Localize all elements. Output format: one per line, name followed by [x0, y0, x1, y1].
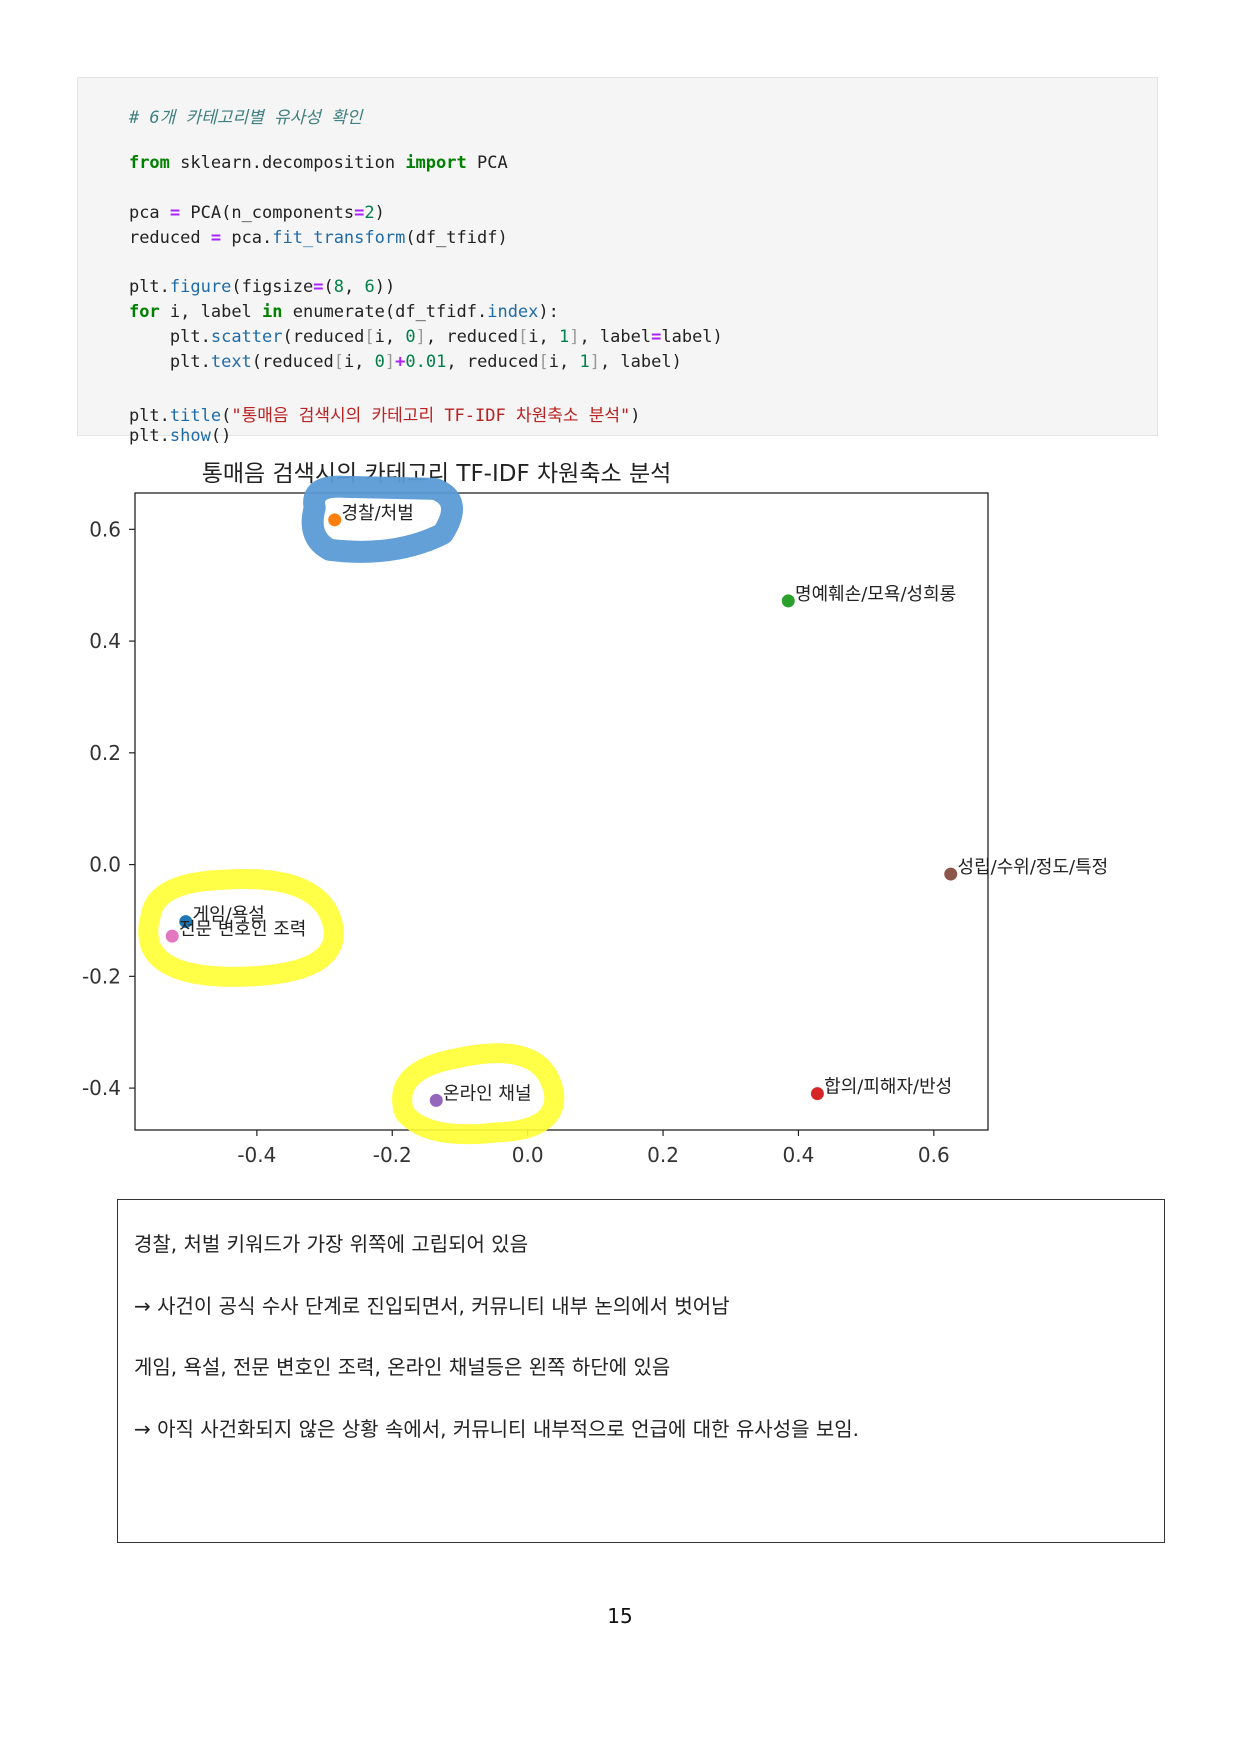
note-line-4: → 아직 사건화되지 않은 상황 속에서, 커뮤니티 내부적으로 언급에 대한 … [134, 1417, 860, 1441]
point-label: 전문 변호인 조력 [179, 919, 306, 940]
code-comment: # 6개 카테고리별 유사성 확인 [128, 108, 363, 128]
scatter-point [944, 867, 958, 881]
highlight-blue-circle [301, 475, 463, 563]
point-label: 경찰/처벌 [341, 503, 413, 524]
x-tick-label: -0.4 [237, 1143, 276, 1167]
pca-scatter-chart: 통매음 검색시의 카테고리 TF-IDF 차원축소 분석 -0.4 -0.2 0.0 0… [0, 450, 1240, 1180]
point-label: 합의/피해자/반성 [824, 1077, 952, 1098]
code-line-scatter: plt.scatter(reduced[i, 0], reduced[i, 1]… [128, 327, 723, 347]
x-tick-label: 0.4 [783, 1143, 815, 1167]
note-line-3: 게임, 욕설, 전문 변호인 조력, 온라인 채널등은 왼쪽 하단에 있음 [134, 1355, 671, 1379]
code-cell[interactable]: # 6개 카테고리별 유사성 확인 from sklearn.decomposi… [77, 77, 1158, 446]
scatter-point [429, 1093, 443, 1107]
code-line-reduced: reduced = pca.fit_transform(df_tfidf) [128, 228, 508, 248]
scatter-point [328, 513, 342, 527]
y-tick-label: 0.0 [89, 853, 121, 877]
y-tick-label: 0.4 [89, 629, 121, 653]
y-tick-label: -0.2 [82, 964, 121, 988]
analysis-note-box: 경찰, 처벌 키워드가 가장 위쪽에 고립되어 있음 → 사건이 공식 수사 단… [117, 1199, 1165, 1543]
x-tick-label: -0.2 [373, 1143, 412, 1167]
y-tick-label: 0.6 [89, 517, 121, 541]
point-label: 명예훼손/모욕/성희롱 [795, 584, 956, 605]
note-line-2: → 사건이 공식 수사 단계로 진입되면서, 커뮤니티 내부 논의에서 벗어남 [134, 1294, 730, 1318]
scatter-point [781, 594, 795, 608]
code-line-for: for i, label in enumerate(df_tfidf.index… [128, 302, 559, 322]
plot-frame [134, 492, 989, 1131]
code-line-title: plt.title("통매음 검색시의 카테고리 TF-IDF 차원축소 분석"… [128, 406, 641, 426]
code-line-text: plt.text(reduced[i, 0]+0.01, reduced[i, … [128, 352, 682, 372]
scatter-point [179, 915, 193, 929]
note-line-1: 경찰, 처벌 키워드가 가장 위쪽에 고립되어 있음 [134, 1232, 529, 1256]
x-tick-label: 0.0 [512, 1143, 544, 1167]
scatter-point [810, 1087, 824, 1101]
x-tick-label: 0.6 [918, 1143, 950, 1167]
point-label: 게임/욕설 [193, 905, 265, 926]
point-label: 온라인 채널 [443, 1083, 532, 1104]
code-line-show: plt.show() [128, 426, 232, 446]
code-line-figure: plt.figure(figsize=(8, 6)) [128, 277, 396, 297]
y-tick-label: 0.2 [89, 741, 121, 765]
scatter-point [165, 929, 179, 943]
highlight-yellow-circle-bottom [392, 1043, 565, 1145]
code-line-import: from sklearn.decomposition import PCA [128, 153, 508, 173]
y-tick-label: -0.4 [82, 1076, 121, 1100]
point-label: 성립/수위/정도/특정 [958, 857, 1109, 878]
chart-svg: 통매음 검색시의 카테고리 TF-IDF 차원축소 분석-0.4 -0.2 0.0 0… [82, 461, 1109, 1167]
page-number: 15 [607, 1604, 633, 1628]
x-tick-label: 0.2 [647, 1143, 679, 1167]
highlight-yellow-circle-left [138, 869, 344, 987]
code-line-pca: pca = PCA(n_components=2) [128, 203, 385, 223]
